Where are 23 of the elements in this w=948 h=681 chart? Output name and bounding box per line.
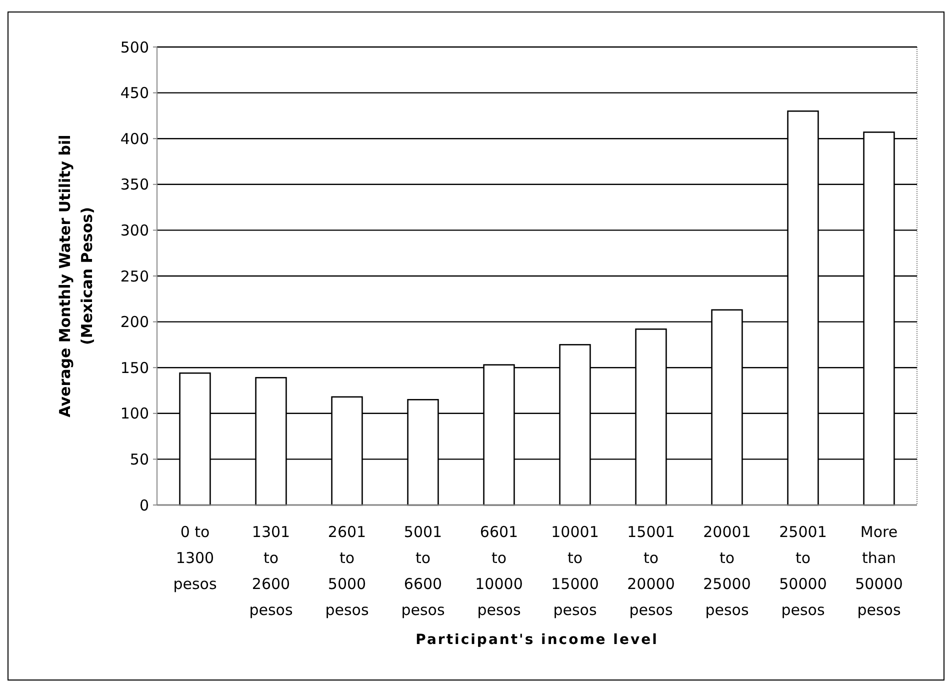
x-tick-label: 25001 to 50000 pesos: [779, 523, 827, 619]
x-tick-label: 15001 to 20000 pesos: [627, 523, 675, 619]
x-tick-label: More than 50000 pesos: [855, 523, 903, 619]
y-tick-label: 250: [120, 267, 149, 286]
y-tick-label: 50: [130, 450, 149, 468]
x-tick-label: 0 to 1300 pesos: [173, 523, 217, 593]
x-tick-label: 2601 to 5000 pesos: [325, 523, 369, 619]
y-tick-label: 200: [120, 313, 149, 332]
y-tick-label: 150: [120, 358, 149, 377]
y-tick-label: 300: [120, 221, 149, 240]
x-tick-label: 20001 to 25000 pesos: [703, 523, 751, 619]
x-tick-label: 10001 to 15000 pesos: [551, 523, 599, 619]
y-axis-title: Average Monthly Water Utility bil (Mexican Pesos): [56, 134, 96, 418]
y-tick-label: 350: [120, 176, 149, 194]
y-tick-label: 100: [120, 404, 149, 423]
y-tick-label: 500: [120, 38, 149, 56]
y-tick-label: 0: [139, 496, 149, 514]
x-axis-title: Participant's income level: [416, 632, 658, 648]
x-tick-label: 5001 to 6600 pesos: [401, 523, 445, 619]
x-tick-label: 1301 to 2600 pesos: [249, 523, 293, 619]
y-tick-label: 400: [120, 130, 149, 148]
y-tick-label: 450: [120, 84, 149, 102]
x-tick-label: 6601 to 10000 pesos: [475, 523, 523, 619]
